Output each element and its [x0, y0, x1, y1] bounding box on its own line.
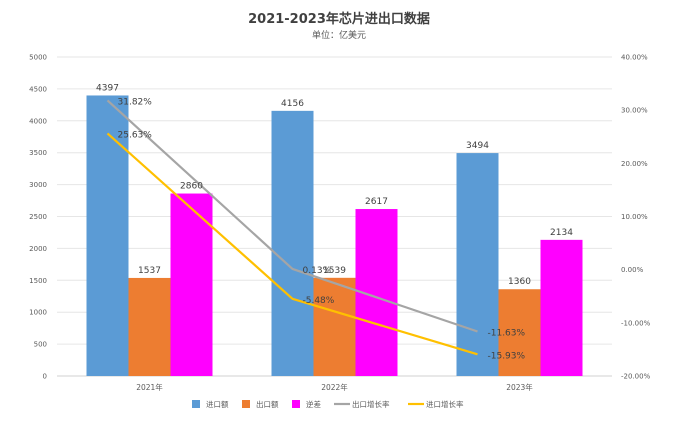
legend-label: 出口额	[256, 399, 279, 409]
line-data-label: -15.93%	[488, 351, 526, 361]
legend-label: 逆差	[306, 399, 321, 409]
bar-data-label: 2134	[550, 228, 573, 238]
legend-swatch	[292, 400, 300, 408]
bar-data-label: 4156	[281, 99, 304, 109]
right-axis-tick-label: 30.00%	[621, 107, 648, 115]
right-axis-tick-label: -20.00%	[621, 373, 651, 381]
right-axis-tick-label: -10.00%	[621, 319, 651, 327]
left-axis-tick-label: 1000	[29, 309, 47, 317]
bar-data-label: 1539	[323, 266, 346, 276]
left-axis-tick-label: 4000	[29, 117, 47, 125]
x-axis-category-label: 2023年	[506, 382, 533, 392]
bar-import	[271, 110, 314, 376]
category-axis: 2021年 2022年 2023年	[136, 382, 533, 392]
bar-data-label: 2860	[180, 182, 203, 192]
left-axis: 0 500 1000 1500 2000 2500 3000 3500 4000 4500 5000	[29, 54, 47, 381]
line-data-label: -5.48%	[303, 296, 335, 306]
bar-deficit	[540, 239, 583, 376]
bar-data-label: 1360	[508, 277, 531, 287]
left-axis-tick-label: 4500	[29, 85, 47, 93]
left-axis-tick-label: 500	[34, 341, 47, 349]
legend-swatch	[242, 400, 250, 408]
bar-export	[313, 277, 356, 376]
right-axis-tick-label: 0.00%	[621, 266, 644, 274]
line-data-label: 31.82%	[118, 97, 153, 107]
legend-label: 进口额	[206, 399, 229, 409]
left-axis-tick-label: 3500	[29, 149, 47, 157]
chart-subtitle: 单位：亿美元	[312, 29, 366, 41]
right-axis: -20.00% -10.00% 0.00% 10.00% 20.00% 30.00% 40.…	[621, 54, 651, 381]
bar-data-label: 4397	[96, 83, 119, 93]
legend-label: 进口增长率	[426, 399, 464, 409]
import-growth-line	[106, 132, 478, 356]
x-axis-category-label: 2022年	[321, 382, 348, 392]
bar-data-label: 3494	[466, 141, 489, 151]
left-axis-tick-label: 0	[43, 373, 47, 381]
left-axis-tick-label: 2500	[29, 213, 47, 221]
bar-deficit	[170, 193, 213, 376]
line-data-label: -11.63%	[488, 328, 526, 338]
right-axis-tick-label: 40.00%	[621, 54, 648, 62]
bars	[86, 95, 583, 376]
bar-data-label: 2617	[365, 197, 388, 207]
left-axis-tick-label: 2000	[29, 245, 47, 253]
x-axis-category-label: 2021年	[136, 382, 163, 392]
left-axis-tick-label: 3000	[29, 181, 47, 189]
data-labels: 4397 1537 2860 4156 1539 2617 3494 1360 2134 31.8…	[96, 83, 573, 361]
legend-swatch	[192, 400, 200, 408]
bar-export	[498, 289, 541, 376]
bar-export	[128, 277, 171, 376]
legend: 进口额 出口额 逆差 出口增长率 进口增长率	[192, 399, 464, 409]
lines	[106, 99, 478, 356]
bar-import	[456, 153, 499, 376]
left-axis-tick-label: 1500	[29, 277, 47, 285]
right-axis-tick-label: 10.00%	[621, 213, 648, 221]
chart-title: 2021-2023年芯片进出口数据	[248, 11, 430, 27]
left-axis-tick-label: 5000	[29, 54, 47, 62]
line-data-label: 25.63%	[118, 130, 153, 140]
right-axis-tick-label: 20.00%	[621, 160, 648, 168]
legend-label: 出口增长率	[352, 399, 390, 409]
bar-data-label: 1537	[138, 266, 161, 276]
bar-import	[86, 95, 129, 376]
export-growth-line	[106, 99, 478, 333]
line-data-label: 0.13%	[303, 266, 332, 276]
